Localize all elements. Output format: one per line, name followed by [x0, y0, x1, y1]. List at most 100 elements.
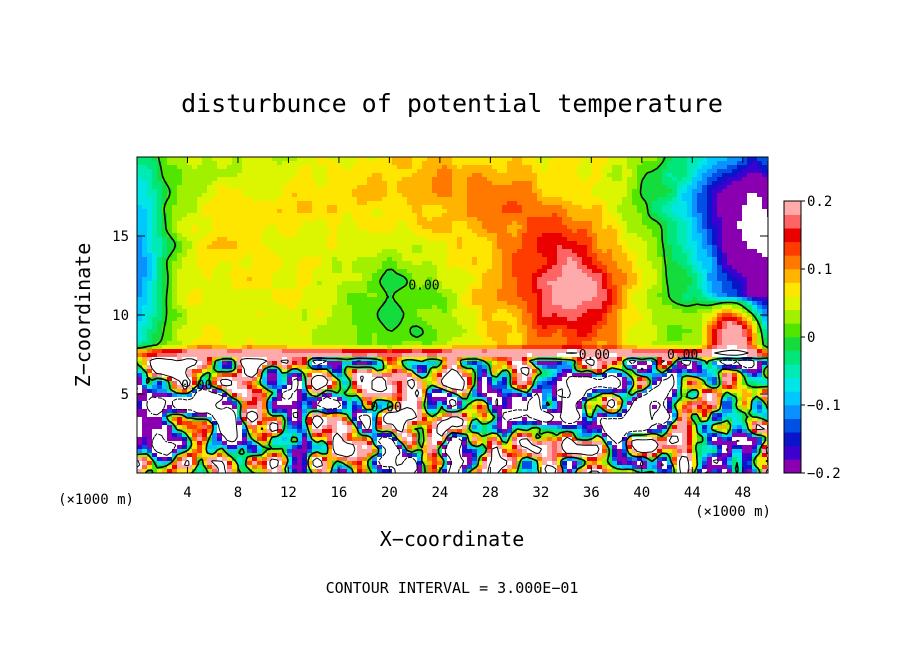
heatmap-cell — [157, 301, 163, 306]
heatmap-cell — [292, 241, 298, 246]
heatmap-cell — [457, 173, 463, 178]
heatmap-cell — [247, 245, 253, 250]
heatmap-cell — [417, 269, 423, 274]
heatmap-cell — [267, 189, 273, 194]
heatmap-cell — [347, 257, 353, 262]
heatmap-cell — [187, 281, 193, 286]
heatmap-cell — [142, 297, 148, 302]
heatmap-cell — [562, 169, 568, 174]
heatmap-cell — [462, 189, 468, 194]
heatmap-cell — [212, 161, 218, 166]
heatmap-cell — [362, 217, 368, 222]
heatmap-cell — [652, 249, 658, 254]
heatmap-cell — [197, 313, 203, 318]
heatmap-cell — [377, 257, 383, 262]
heatmap-cell — [617, 273, 623, 278]
heatmap-cell — [177, 265, 183, 270]
heatmap-cell — [652, 297, 658, 302]
heatmap-cell — [397, 205, 403, 210]
heatmap-cell — [712, 285, 718, 290]
heatmap-cell — [637, 165, 643, 170]
heatmap-cell — [352, 289, 358, 294]
heatmap-cell — [337, 229, 343, 234]
heatmap-cell — [672, 261, 678, 266]
heatmap-cell — [737, 273, 743, 278]
heatmap-cell — [227, 297, 233, 302]
heatmap-cell — [297, 297, 303, 302]
heatmap-cell — [502, 233, 508, 238]
heatmap-cell — [607, 241, 613, 246]
heatmap-cell — [152, 305, 158, 310]
heatmap-cell — [682, 241, 688, 246]
heatmap-cell — [702, 269, 708, 274]
heatmap-cell — [287, 221, 293, 226]
heatmap-cell — [692, 285, 698, 290]
heatmap-cell — [592, 265, 598, 270]
heatmap-cell — [512, 189, 518, 194]
heatmap-cell — [467, 285, 473, 290]
heatmap-cell — [212, 293, 218, 298]
heatmap-cell — [577, 201, 583, 206]
heatmap-cell — [502, 249, 508, 254]
heatmap-cell — [322, 305, 328, 310]
heatmap-cell — [587, 185, 593, 190]
heatmap-cell — [707, 225, 713, 230]
heatmap-cell — [262, 221, 268, 226]
heatmap-cell — [307, 261, 313, 266]
heatmap-cell — [182, 173, 188, 178]
heatmap-cell — [327, 265, 333, 270]
heatmap-cell — [267, 273, 273, 278]
heatmap-cell — [362, 225, 368, 230]
heatmap-cell — [687, 225, 693, 230]
heatmap-cell — [232, 281, 238, 286]
heatmap-cell — [672, 197, 678, 202]
heatmap-cell — [657, 245, 663, 250]
heatmap-cell — [337, 221, 343, 226]
heatmap-cell — [557, 177, 563, 182]
heatmap-cell — [377, 253, 383, 258]
heatmap-cell — [457, 225, 463, 230]
heatmap-cell — [637, 221, 643, 226]
heatmap-cell — [592, 261, 598, 266]
heatmap-cell — [317, 217, 323, 222]
heatmap-cell — [352, 253, 358, 258]
heatmap-cell — [747, 201, 753, 206]
heatmap-cell — [512, 157, 518, 162]
heatmap-cell — [202, 265, 208, 270]
heatmap-cell — [262, 205, 268, 210]
heatmap-cell — [727, 261, 733, 266]
heatmap-cell — [532, 249, 538, 254]
heatmap-cell — [167, 161, 173, 166]
heatmap-cell — [287, 273, 293, 278]
heatmap-cell — [172, 209, 178, 214]
heatmap-cell — [717, 241, 723, 246]
heatmap-cell — [417, 257, 423, 262]
heatmap-cell — [332, 273, 338, 278]
heatmap-cell — [247, 241, 253, 246]
heatmap-cell — [417, 281, 423, 286]
heatmap-cell — [297, 289, 303, 294]
heatmap-cell — [247, 293, 253, 298]
heatmap-cell — [207, 169, 213, 174]
heatmap-cell — [632, 309, 638, 314]
heatmap-cell — [582, 245, 588, 250]
heatmap-cell — [752, 293, 758, 298]
heatmap-cell — [377, 265, 383, 270]
heatmap-cell — [692, 209, 698, 214]
heatmap-cell — [192, 165, 198, 170]
heatmap-cell — [547, 309, 553, 314]
heatmap-cell — [237, 241, 243, 246]
heatmap-cell — [757, 209, 763, 214]
heatmap-cell — [212, 277, 218, 282]
heatmap-cell — [537, 217, 543, 222]
heatmap-cell — [522, 297, 528, 302]
heatmap-cell — [632, 169, 638, 174]
heatmap-cell — [152, 177, 158, 182]
heatmap-cell — [442, 233, 448, 238]
heatmap-cell — [557, 257, 563, 262]
heatmap-cell — [157, 185, 163, 190]
heatmap-cell — [137, 181, 143, 186]
heatmap-cell — [587, 229, 593, 234]
heatmap-cell — [552, 169, 558, 174]
heatmap-cell — [757, 257, 763, 262]
